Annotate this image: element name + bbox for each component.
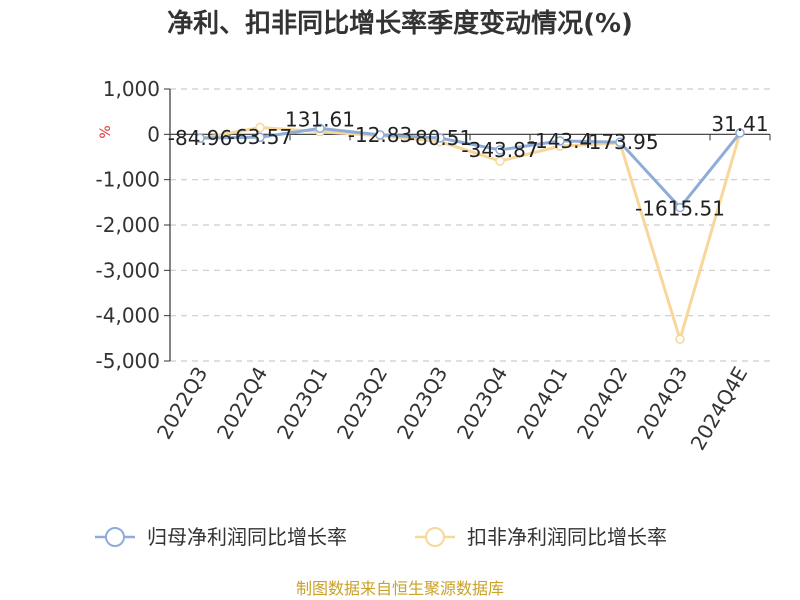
series-1-point	[435, 133, 445, 143]
x-tick-label: 2024Q4E	[686, 363, 753, 455]
y-tick-label: -5,000	[96, 349, 160, 373]
grid-lines	[170, 88, 770, 362]
series-2-point	[255, 122, 265, 133]
y-tick-label: -1,000	[96, 168, 160, 192]
series-2-point	[675, 334, 685, 344]
legend-item-2[interactable]: 扣非净利润同比增长率	[415, 525, 667, 549]
series-1-point	[735, 128, 745, 138]
y-tick-label: -2,000	[96, 213, 160, 237]
y-tick-label: -4,000	[96, 304, 160, 328]
x-tick-label: 2022Q4	[212, 363, 272, 444]
chart-title: 净利、扣非同比增长率季度变动情况(%)	[167, 8, 633, 39]
data-label: -84.96	[168, 126, 232, 150]
x-tick-label: 2023Q2	[332, 363, 392, 444]
x-tick-label: 2022Q3	[152, 363, 212, 444]
source-note: 制图数据来自恒生聚源数据库	[296, 579, 504, 598]
data-label: -173.95	[581, 130, 658, 154]
legend-label: 扣非净利润同比增长率	[467, 525, 667, 549]
data-label: -1615.51	[635, 197, 725, 221]
x-tick-label: 2023Q4	[452, 363, 512, 444]
data-label: -343.87	[461, 138, 538, 162]
data-label: -80.51	[408, 126, 472, 150]
series-1-point	[375, 130, 385, 140]
data-label: 131.61	[285, 107, 355, 131]
x-tick-label: 2024Q2	[572, 363, 632, 444]
x-tick-label: 2024Q3	[632, 363, 692, 444]
series-line-2	[199, 126, 742, 341]
x-tick-label: 2023Q3	[392, 363, 452, 444]
legend-swatch-marker	[105, 527, 125, 547]
y-tick-label: 1,000	[103, 77, 160, 101]
series-line-1	[199, 126, 742, 210]
legend[interactable]: 归母净利润同比增长率 扣非净利润同比增长率	[95, 525, 667, 549]
series-2-point	[495, 156, 505, 166]
y-axis-unit: %	[98, 125, 114, 138]
y-tick-label: 0	[147, 122, 160, 146]
legend-item-1[interactable]: 归母净利润同比增长率	[95, 525, 347, 549]
series-1-point	[315, 123, 325, 134]
data-label: -63.57	[228, 125, 292, 149]
series-1-point	[195, 133, 205, 143]
y-tick-label: -3,000	[96, 258, 160, 282]
data-label: -143.4	[528, 129, 592, 153]
x-tick-label: 2024Q1	[512, 363, 572, 444]
series-1-point	[615, 137, 625, 147]
y-axis-ticks: 1,000 0 -1,000 -2,000 -3,000 -4,000 -5,000	[96, 77, 170, 373]
series-1-point	[675, 202, 685, 213]
series-layer	[195, 122, 745, 344]
legend-label: 归母净利润同比增长率	[147, 525, 347, 549]
legend-swatch-marker	[425, 527, 445, 547]
data-labels: -84.96-63.57131.61-12.83-80.51-343.87-14…	[168, 107, 769, 220]
x-tick-label: 2023Q1	[272, 363, 332, 444]
x-axis-ticks: 2022Q3 2022Q4 2023Q1 2023Q2 2023Q3 2023Q4 2024…	[152, 134, 771, 455]
series-1-point	[495, 145, 505, 155]
series-1-point	[255, 132, 265, 142]
data-label: -12.83	[348, 123, 412, 147]
data-label: 31.41	[711, 112, 768, 136]
series-1-point	[555, 136, 565, 146]
